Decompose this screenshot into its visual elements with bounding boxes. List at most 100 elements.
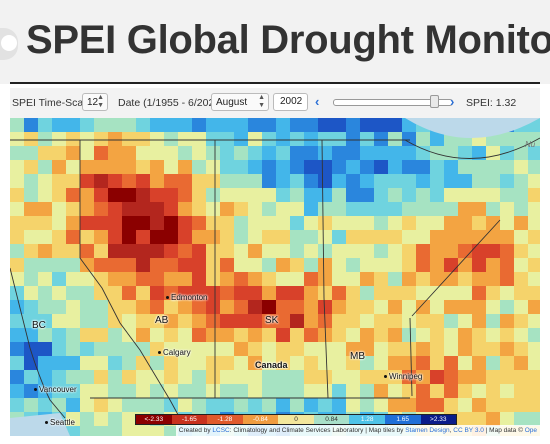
chevron-left-icon[interactable]: ‹ (315, 94, 320, 109)
stamen-link[interactable]: Stamen Design (405, 427, 450, 434)
raster-cell (318, 384, 332, 398)
raster-cell (486, 188, 500, 202)
raster-cell (318, 216, 332, 230)
raster-cell (80, 174, 94, 188)
raster-cell (94, 384, 108, 398)
raster-cell (402, 384, 416, 398)
raster-cell (290, 314, 304, 328)
raster-cell (136, 272, 150, 286)
label-bc: BC (32, 320, 46, 331)
sidebar-toggle-tab[interactable] (0, 28, 18, 60)
raster-cell (416, 398, 430, 412)
raster-cell (136, 426, 150, 436)
raster-cell (500, 160, 514, 174)
raster-cell (178, 398, 192, 412)
raster-cell (52, 342, 66, 356)
raster-cell (94, 370, 108, 384)
raster-cell (416, 202, 430, 216)
raster-cell (80, 118, 94, 132)
raster-cell (52, 328, 66, 342)
raster-cell (248, 174, 262, 188)
raster-cell (80, 202, 94, 216)
city-dot-icon (158, 351, 161, 355)
raster-cell (94, 314, 108, 328)
date-slider-thumb[interactable] (430, 95, 440, 108)
raster-cell (458, 202, 472, 216)
province-borders (10, 137, 540, 423)
raster-cell (178, 202, 192, 216)
raster-cell (486, 272, 500, 286)
osm-link[interactable]: Ope (524, 427, 537, 434)
raster-cell (528, 342, 540, 356)
raster-cell (444, 328, 458, 342)
raster-cell (402, 342, 416, 356)
raster-cell (122, 244, 136, 258)
date-slider-track[interactable] (333, 99, 453, 106)
raster-cell (486, 370, 500, 384)
lcsc-link[interactable]: LCSC (212, 427, 230, 434)
raster-cell (318, 370, 332, 384)
raster-cell (164, 216, 178, 230)
raster-cell (360, 244, 374, 258)
raster-cell (472, 160, 486, 174)
raster-cell (528, 272, 540, 286)
month-select[interactable]: August ▲ ▼ (211, 93, 269, 111)
raster-cell (486, 216, 500, 230)
raster-cell (346, 244, 360, 258)
raster-cell (10, 286, 24, 300)
raster-cell (332, 230, 346, 244)
raster-cell (66, 286, 80, 300)
raster-cell (276, 370, 290, 384)
raster-cell (178, 188, 192, 202)
raster-cell (80, 300, 94, 314)
raster-cell (248, 216, 262, 230)
chevron-right-icon[interactable]: › (450, 94, 455, 109)
year-input[interactable]: 2002 (273, 93, 308, 111)
raster-cell (122, 426, 136, 436)
raster-cell (220, 244, 234, 258)
raster-cell (500, 384, 514, 398)
raster-cell (108, 300, 122, 314)
raster-cell (262, 174, 276, 188)
raster-cell (122, 146, 136, 160)
timescale-select[interactable]: 12 ▲ ▼ (82, 93, 108, 111)
raster-cell (360, 132, 374, 146)
raster-cell (220, 174, 234, 188)
raster-cell (234, 244, 248, 258)
raster-cell (444, 300, 458, 314)
raster-cell (458, 174, 472, 188)
raster-cell (360, 356, 374, 370)
raster-cell (304, 188, 318, 202)
raster-cell (150, 146, 164, 160)
raster-cell (360, 230, 374, 244)
raster-cell (136, 300, 150, 314)
raster-cell (332, 174, 346, 188)
raster-cell (164, 202, 178, 216)
raster-cell (346, 314, 360, 328)
raster-cell (248, 230, 262, 244)
raster-cell (332, 188, 346, 202)
raster-cell (136, 356, 150, 370)
raster-cell (178, 286, 192, 300)
raster-cell (402, 356, 416, 370)
city-seattle: Seattle (45, 418, 75, 427)
raster-cell (332, 398, 346, 412)
raster-cell (458, 286, 472, 300)
raster-cell (374, 216, 388, 230)
raster-cell (122, 272, 136, 286)
raster-cell (108, 230, 122, 244)
raster-cell (430, 328, 444, 342)
raster-cell (234, 272, 248, 286)
raster-cell (248, 146, 262, 160)
map-view[interactable]: BC AB SK MB Edmonton Calgary Canada Winn… (10, 118, 540, 436)
legend-swatch: 0 (278, 415, 314, 424)
raster-cell (458, 412, 472, 426)
raster-cell (290, 286, 304, 300)
raster-cell (150, 328, 164, 342)
raster-cell (220, 132, 234, 146)
raster-cell (178, 300, 192, 314)
raster-cell (514, 314, 528, 328)
cc-license-link[interactable]: CC BY 3.0 (453, 427, 484, 434)
raster-cell (80, 160, 94, 174)
raster-cell (164, 146, 178, 160)
